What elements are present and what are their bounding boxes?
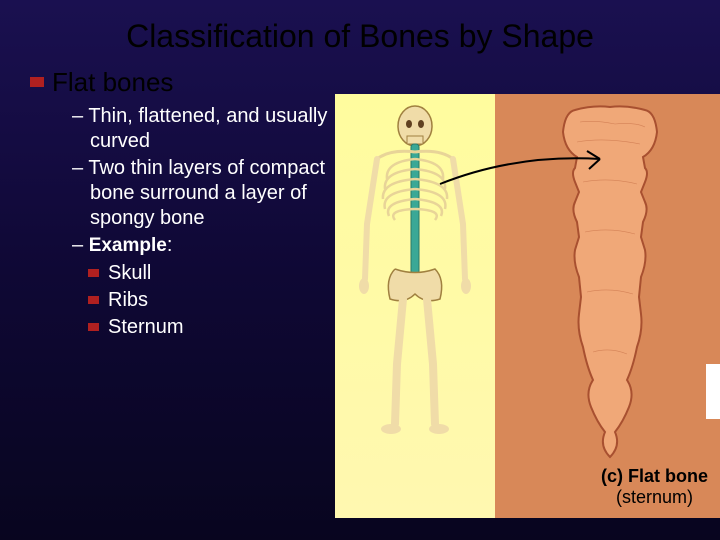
example-label: Example xyxy=(89,235,167,256)
text-column: Thin, flattened, and usually curved Two … xyxy=(52,104,342,341)
example-item: Ribs xyxy=(108,287,342,314)
bullet-example: Example: xyxy=(72,233,342,258)
example-colon: : xyxy=(167,234,173,256)
edge-strip xyxy=(706,364,720,419)
caption-label: (c) Flat bone xyxy=(601,466,708,487)
image-panel: (c) Flat bone (sternum) xyxy=(335,94,720,518)
page-title: Classification of Bones by Shape xyxy=(0,0,720,55)
example-item: Sternum xyxy=(108,314,342,341)
image-caption: (c) Flat bone (sternum) xyxy=(601,466,708,508)
skeleton-panel xyxy=(335,94,495,518)
caption-sub: (sternum) xyxy=(601,487,708,508)
example-item: Skull xyxy=(108,260,342,287)
arrow-icon xyxy=(435,149,615,199)
bullet-item: Two thin layers of compact bone surround… xyxy=(72,156,342,231)
bullet-item: Thin, flattened, and usually curved xyxy=(72,104,342,154)
